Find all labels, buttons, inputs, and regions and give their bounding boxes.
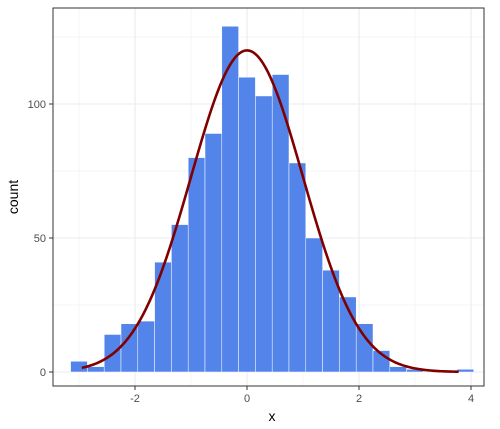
histogram-bar: [288, 162, 307, 373]
x-axis-ticks: -2 0 2 4: [130, 386, 474, 405]
panel-border: [52, 7, 485, 387]
histogram-bar: [154, 261, 172, 373]
histogram-bars: [70, 26, 475, 373]
histogram-bar: [456, 369, 475, 373]
x-tick-label: -2: [130, 393, 140, 405]
histogram-bar: [238, 76, 256, 373]
y-tick-label: 100: [28, 99, 46, 111]
histogram-bar: [389, 366, 407, 373]
histogram-bar: [187, 157, 206, 373]
x-tick-label: 2: [356, 393, 362, 405]
histogram-bar: [120, 323, 139, 373]
histogram-bar: [137, 320, 155, 373]
histogram-bar: [204, 133, 223, 373]
histogram-bar: [87, 366, 105, 373]
histogram-bar: [255, 95, 273, 373]
x-tick-label: 4: [468, 393, 474, 405]
density-curve: [81, 49, 459, 374]
histogram-bar: [355, 323, 374, 373]
x-axis-title: x: [269, 408, 276, 424]
density-curve-layer: [81, 49, 459, 374]
y-tick-label: 0: [40, 367, 46, 379]
histogram-bar: [171, 224, 189, 373]
y-axis-title: count: [5, 180, 21, 214]
y-tick-label: 50: [34, 233, 46, 245]
x-tick-label: 0: [244, 393, 250, 405]
y-axis-ticks: 0 50 100: [28, 99, 53, 379]
histogram-bar: [305, 237, 323, 373]
